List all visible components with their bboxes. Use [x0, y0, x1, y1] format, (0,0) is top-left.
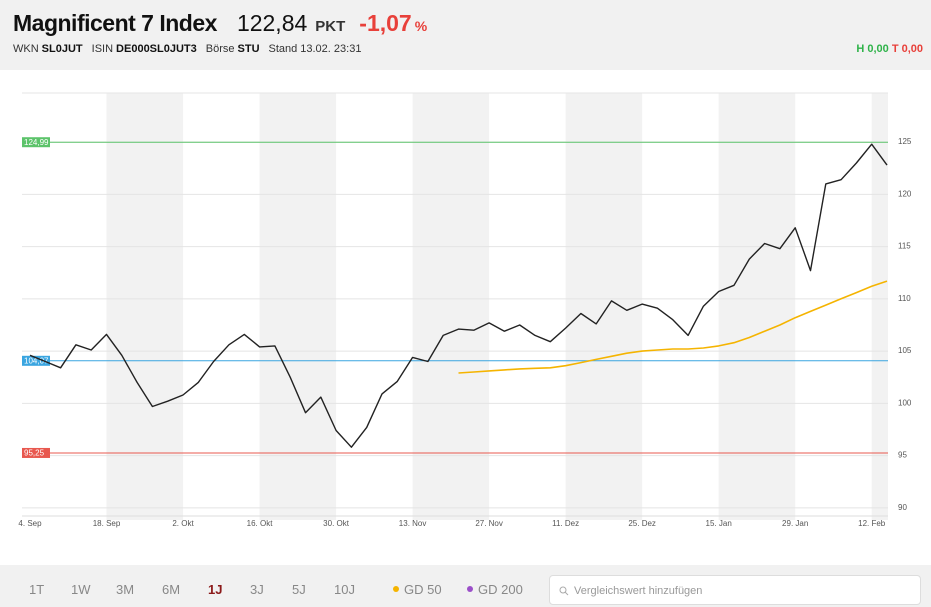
- range-button[interactable]: 5J: [292, 582, 306, 597]
- meta: WKN SL0JUT ISIN DE000SL0JUT3 Börse STU Stand 13…: [13, 43, 370, 55]
- chart: 90 95 100 105 110 115 120 125 4. Sep 18. Sep 2. Ok…: [18, 92, 912, 528]
- y-tick-label: 100: [898, 398, 912, 407]
- range-button[interactable]: 6M: [162, 582, 181, 597]
- range-button[interactable]: 3J: [250, 582, 264, 597]
- x-tick-label: 25. Dez: [628, 519, 656, 528]
- y-tick-label: 90: [898, 503, 907, 512]
- range-button[interactable]: 3M: [116, 582, 135, 597]
- band: [412, 93, 490, 520]
- x-tick-label: 12. Feb: [858, 519, 886, 528]
- band: [718, 93, 796, 520]
- high: H 0,00: [856, 43, 889, 55]
- meta-value: DE000SL0JUT3: [116, 43, 197, 55]
- range-button[interactable]: 1W: [71, 582, 91, 597]
- unit: PKT: [315, 18, 346, 35]
- reference-label-box: [22, 447, 50, 458]
- low: T 0,00: [891, 43, 923, 55]
- footer: 1T 1W 3M 6M 1J 3J 5J 10J GD 50 GD 200 Vergleich…: [0, 565, 931, 607]
- search-placeholder: Vergleichswert hinzufügen: [574, 585, 703, 597]
- reference-label-box: [22, 137, 50, 148]
- x-tick-label: 4. Sep: [18, 519, 42, 528]
- band: [871, 93, 888, 520]
- header: Magnificent 7 Index 122,84 PKT -1,07 % W…: [0, 0, 931, 70]
- high-low: H 0,00 T 0,00: [856, 43, 923, 55]
- change-unit: %: [414, 18, 428, 34]
- gd50-label: GD 50: [404, 582, 442, 597]
- y-tick-label: 115: [898, 242, 911, 251]
- x-tick-label: 27. Nov: [475, 519, 503, 528]
- gd200-label: GD 200: [478, 582, 523, 597]
- dot: [393, 586, 399, 592]
- gd50-toggle[interactable]: GD 50: [393, 582, 442, 597]
- y-tick-label: 95: [898, 451, 907, 460]
- reference-label: 104,07: [24, 356, 49, 365]
- meta-value: SL0JUT: [41, 43, 83, 55]
- series-line: [29, 143, 888, 448]
- y-tick-label: 110: [898, 294, 911, 303]
- x-tick-label: 13. Nov: [399, 519, 427, 528]
- price: 122,84: [236, 10, 308, 36]
- meta-value: 13.02. 23:31: [300, 43, 362, 55]
- meta-label: Börse: [205, 43, 235, 55]
- change: -1,07: [359, 10, 412, 36]
- y-tick-label: 120: [898, 189, 912, 198]
- dot: [467, 586, 473, 592]
- reference-label: 124,99: [24, 138, 49, 147]
- search-icon: [559, 586, 569, 596]
- meta-label: WKN: [13, 43, 39, 55]
- meta-label: Stand: [268, 43, 298, 55]
- range-button[interactable]: 1J: [208, 582, 223, 597]
- band: [565, 93, 643, 520]
- meta-value: STU: [237, 43, 260, 55]
- y-tick-label: 105: [898, 346, 912, 355]
- series-line: [458, 280, 888, 374]
- y-tick-label: 125: [898, 137, 912, 146]
- search-input[interactable]: Vergleichswert hinzufügen: [549, 575, 921, 605]
- range-button[interactable]: 1T: [29, 582, 45, 597]
- meta-label: ISIN: [91, 43, 114, 55]
- x-tick-label: 30. Okt: [323, 519, 350, 528]
- gd200-toggle[interactable]: GD 200: [467, 582, 523, 597]
- band: [106, 93, 184, 520]
- reference-label-box: [22, 355, 50, 366]
- title: Magnificent 7 Index: [13, 10, 217, 36]
- x-tick-label: 2. Okt: [172, 519, 194, 528]
- reference-label: 95,25: [24, 449, 45, 458]
- x-tick-label: 15. Jan: [706, 519, 732, 528]
- title-row: Magnificent 7 Index 122,84 PKT -1,07 %: [13, 10, 427, 37]
- x-tick-label: 29. Jan: [782, 519, 808, 528]
- x-tick-label: 18. Sep: [93, 519, 121, 528]
- x-tick-label: 11. Dez: [552, 519, 579, 528]
- x-tick-label: 16. Okt: [247, 519, 274, 528]
- range-button[interactable]: 10J: [334, 582, 355, 597]
- band: [259, 93, 337, 520]
